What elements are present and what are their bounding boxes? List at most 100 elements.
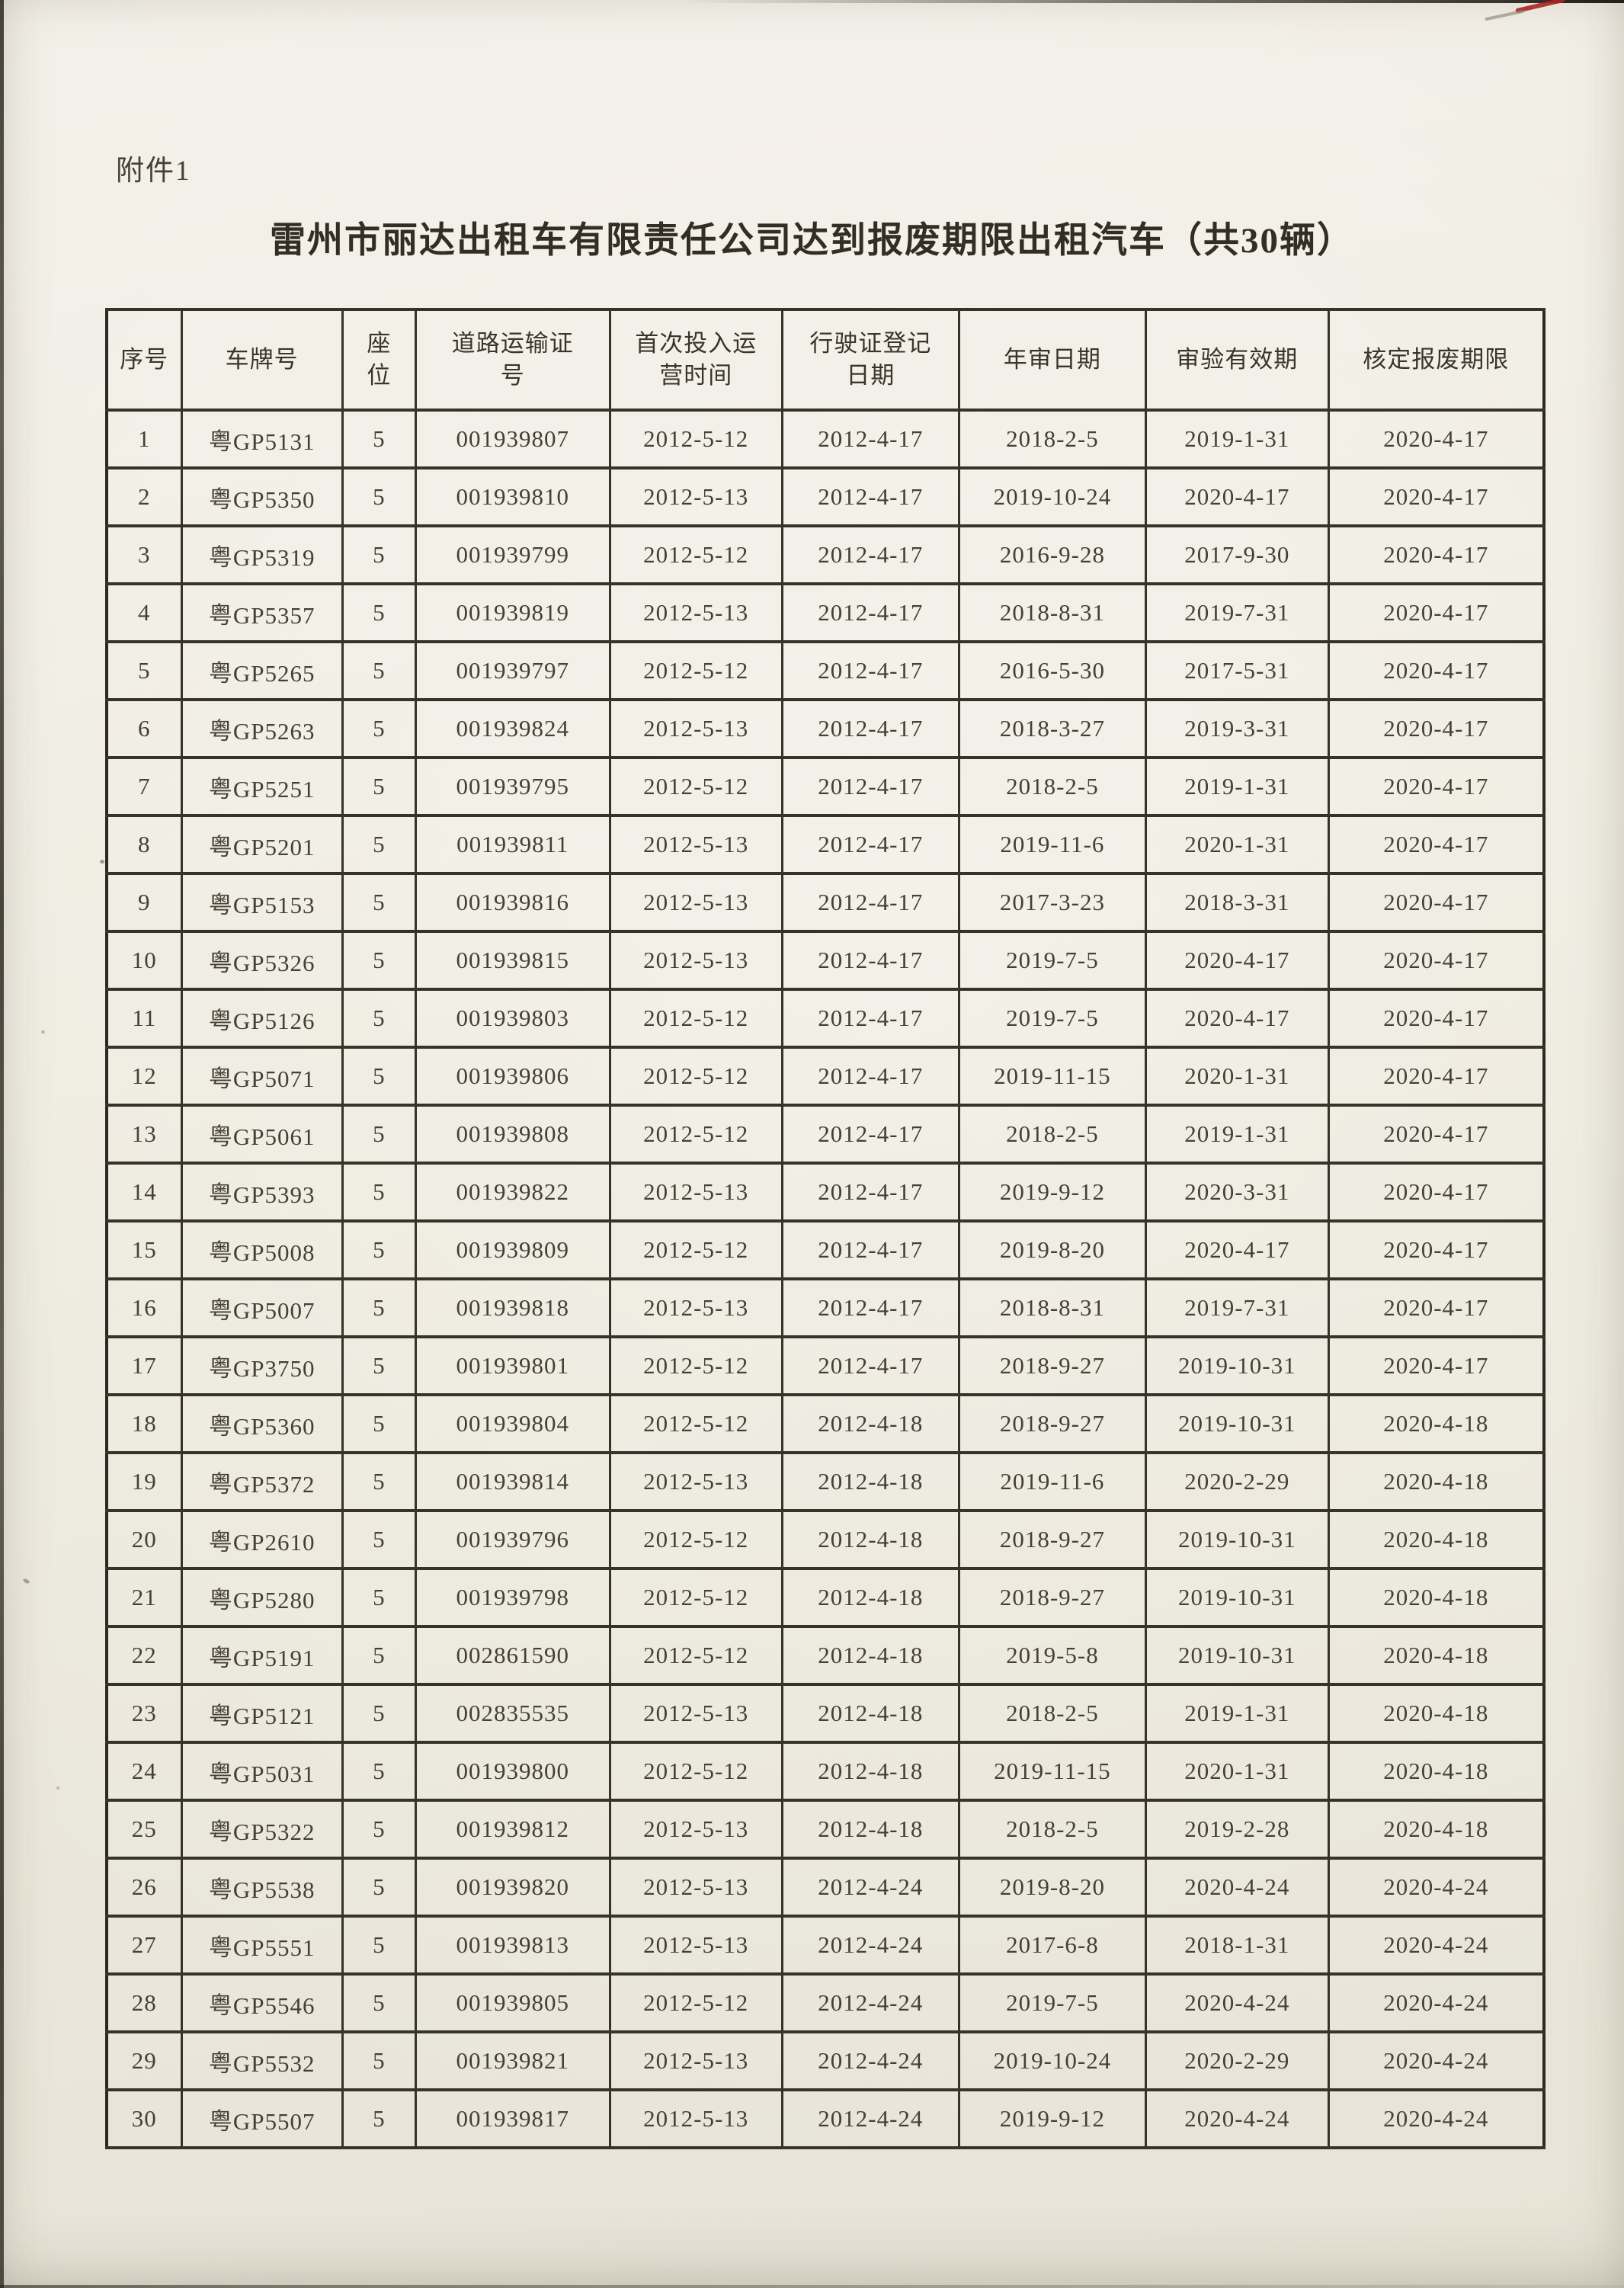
cell-plate: 粤GP5071 (180, 1046, 344, 1107)
cell-scrap-deadline: 2020-4-24 (1327, 2030, 1546, 2091)
table-row: 6 粤GP5263 5 001939824 2012-5-13 2012-4-17 2018… (105, 698, 1546, 759)
cell-inspection: 2019-11-15 (957, 1046, 1148, 1107)
cell-validity: 2019-7-31 (1145, 1277, 1330, 1338)
cell-seats: 5 (341, 409, 417, 469)
cell-registration: 2012-4-17 (780, 640, 960, 701)
cell-validity: 2020-4-17 (1145, 466, 1330, 527)
cell-seats: 5 (341, 2030, 417, 2091)
scan-edge-left (0, 0, 4, 2288)
cell-registration: 2012-4-17 (780, 1277, 960, 1338)
cell-first-operation: 2012-5-12 (608, 1393, 783, 1454)
cell-registration: 2012-4-17 (780, 1046, 960, 1107)
cell-plate: 粤GP5153 (180, 872, 344, 933)
table-row: 14 粤GP5393 5 001939822 2012-5-13 2012-4-17 201… (105, 1162, 1546, 1223)
cell-index: 16 (105, 1277, 183, 1338)
cell-registration: 2012-4-24 (780, 1857, 960, 1918)
cell-certificate: 001939818 (414, 1277, 611, 1338)
cell-seats: 5 (341, 872, 417, 933)
cell-registration: 2012-4-17 (780, 1162, 960, 1223)
cell-seats: 5 (341, 814, 417, 875)
table-row: 26 粤GP5538 5 001939820 2012-5-13 2012-4-24 201… (105, 1857, 1546, 1918)
cell-seats: 5 (341, 1567, 417, 1628)
cell-plate: 粤GP5319 (180, 524, 344, 585)
cell-inspection: 2019-7-5 (957, 988, 1148, 1049)
cell-first-operation: 2012-5-13 (608, 930, 783, 991)
cell-inspection: 2018-8-31 (957, 1277, 1148, 1338)
cell-validity: 2019-10-31 (1145, 1335, 1330, 1396)
table-header: 序号 车牌号 座位 道路运输证号 首次投入运营时间 行驶证登记日期 年审日期 审… (105, 308, 1546, 412)
cell-certificate: 001939824 (414, 698, 611, 759)
cell-inspection: 2018-9-27 (957, 1335, 1148, 1396)
cell-first-operation: 2012-5-12 (608, 756, 783, 817)
cell-validity: 2020-1-31 (1145, 1741, 1330, 1802)
cell-inspection: 2016-5-30 (957, 640, 1148, 701)
cell-plate: 粤GP5280 (180, 1567, 344, 1628)
cell-inspection: 2018-2-5 (957, 1799, 1148, 1860)
cell-first-operation: 2012-5-13 (608, 1857, 783, 1918)
cell-plate: 粤GP5061 (180, 1104, 344, 1165)
cell-validity: 2019-10-31 (1145, 1509, 1330, 1570)
cell-validity: 2019-10-31 (1145, 1625, 1330, 1686)
cell-validity: 2018-3-31 (1145, 872, 1330, 933)
cell-scrap-deadline: 2020-4-18 (1327, 1741, 1546, 1802)
cell-certificate: 001939808 (414, 1104, 611, 1165)
cell-index: 11 (105, 988, 183, 1049)
cell-seats: 5 (341, 756, 417, 817)
cell-inspection: 2018-9-27 (957, 1393, 1148, 1454)
cell-plate: 粤GP5007 (180, 1277, 344, 1338)
column-header-inspection: 年审日期 (957, 308, 1148, 412)
column-header-certificate: 道路运输证号 (414, 308, 611, 412)
cell-plate: 粤GP5126 (180, 988, 344, 1049)
cell-plate: 粤GP3750 (180, 1335, 344, 1396)
cell-index: 22 (105, 1625, 183, 1686)
cell-registration: 2012-4-17 (780, 524, 960, 585)
cell-seats: 5 (341, 640, 417, 701)
table-row: 5 粤GP5265 5 001939797 2012-5-12 2012-4-17 2016… (105, 640, 1546, 701)
cell-scrap-deadline: 2020-4-24 (1327, 1857, 1546, 1918)
cell-index: 5 (105, 640, 183, 701)
table-row: 2 粤GP5350 5 001939810 2012-5-13 2012-4-17 2019… (105, 466, 1546, 527)
cell-validity: 2019-1-31 (1145, 409, 1330, 469)
cell-index: 6 (105, 698, 183, 759)
cell-registration: 2012-4-18 (780, 1799, 960, 1860)
cell-scrap-deadline: 2020-4-17 (1327, 524, 1546, 585)
cell-registration: 2012-4-18 (780, 1625, 960, 1686)
cell-validity: 2019-1-31 (1145, 756, 1330, 817)
cell-index: 18 (105, 1393, 183, 1454)
cell-scrap-deadline: 2020-4-24 (1327, 2088, 1546, 2149)
table-row: 19 粤GP5372 5 001939814 2012-5-13 2012-4-18 201… (105, 1451, 1546, 1512)
column-header-first-operation: 首次投入运营时间 (608, 308, 783, 412)
cell-seats: 5 (341, 1162, 417, 1223)
cell-seats: 5 (341, 1509, 417, 1570)
cell-registration: 2012-4-24 (780, 1915, 960, 1976)
cell-seats: 5 (341, 1104, 417, 1165)
cell-plate: 粤GP5326 (180, 930, 344, 991)
cell-validity: 2020-2-29 (1145, 1451, 1330, 1512)
cell-validity: 2017-5-31 (1145, 640, 1330, 701)
cell-validity: 2019-1-31 (1145, 1683, 1330, 1744)
cell-registration: 2012-4-17 (780, 930, 960, 991)
cell-scrap-deadline: 2020-4-17 (1327, 698, 1546, 759)
cell-first-operation: 2012-5-12 (608, 1509, 783, 1570)
cell-inspection: 2017-6-8 (957, 1915, 1148, 1976)
cell-seats: 5 (341, 1335, 417, 1396)
cell-index: 30 (105, 2088, 183, 2149)
table-row: 3 粤GP5319 5 001939799 2012-5-12 2012-4-17 2016… (105, 524, 1546, 585)
cell-inspection: 2019-10-24 (957, 466, 1148, 527)
column-header-plate: 车牌号 (180, 308, 344, 412)
cell-validity: 2019-2-28 (1145, 1799, 1330, 1860)
cell-seats: 5 (341, 1046, 417, 1107)
cell-validity: 2018-1-31 (1145, 1915, 1330, 1976)
cell-first-operation: 2012-5-12 (608, 1625, 783, 1686)
pen-mark-tail (1485, 9, 1524, 21)
cell-first-operation: 2012-5-12 (608, 988, 783, 1049)
cell-scrap-deadline: 2020-4-17 (1327, 988, 1546, 1049)
cell-first-operation: 2012-5-12 (608, 1219, 783, 1280)
cell-first-operation: 2012-5-13 (608, 1915, 783, 1976)
cell-index: 25 (105, 1799, 183, 1860)
cell-registration: 2012-4-24 (780, 2088, 960, 2149)
cell-scrap-deadline: 2020-4-18 (1327, 1683, 1546, 1744)
cell-scrap-deadline: 2020-4-17 (1327, 1046, 1546, 1107)
cell-first-operation: 2012-5-13 (608, 698, 783, 759)
cell-validity: 2020-1-31 (1145, 814, 1330, 875)
